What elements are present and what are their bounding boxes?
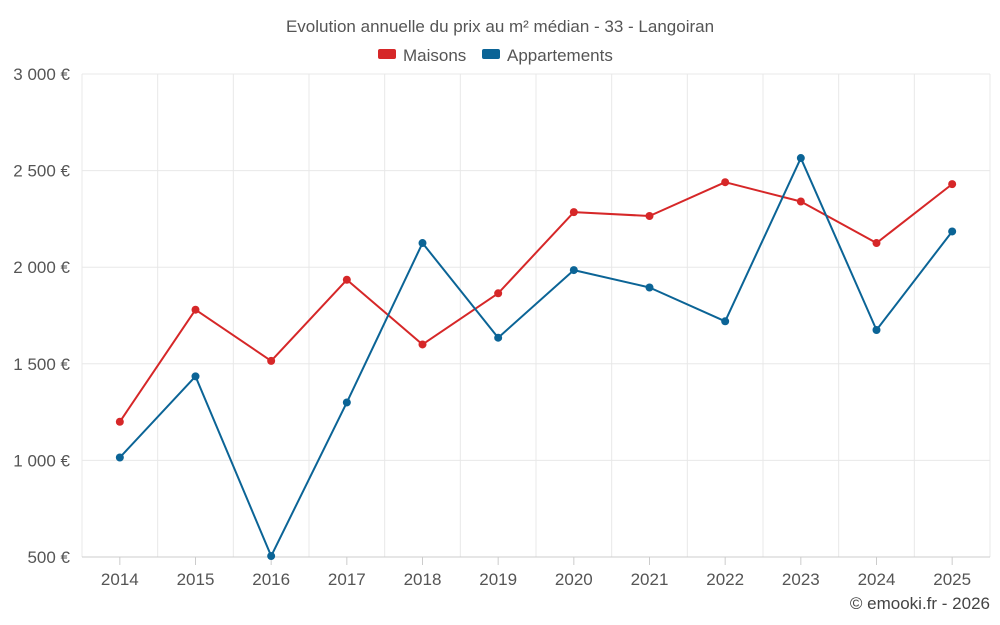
data-point-appartements[interactable] [872,325,881,334]
x-tick-label: 2014 [101,570,139,589]
y-tick-label: 2 000 € [13,258,70,277]
data-point-appartements[interactable] [721,317,730,326]
x-tick-label: 2025 [933,570,971,589]
data-point-maisons[interactable] [342,275,351,284]
x-tick-label: 2022 [706,570,744,589]
x-tick-label: 2021 [631,570,669,589]
data-point-appartements[interactable] [191,372,200,381]
x-tick-label: 2023 [782,570,820,589]
data-point-appartements[interactable] [267,552,276,561]
x-tick-label: 2015 [177,570,215,589]
series-line-maisons [119,181,953,423]
data-point-maisons[interactable] [569,208,578,217]
y-tick-label: 1 000 € [13,451,70,470]
grid [81,73,991,557]
x-tick-label: 2024 [858,570,896,589]
x-tick-label: 2016 [252,570,290,589]
y-tick-label: 500 € [27,548,70,567]
x-tick-label: 2020 [555,570,593,589]
x-tick-label: 2019 [479,570,517,589]
chart-title: Evolution annuelle du prix au m² médian … [286,17,714,36]
data-point-appartements[interactable] [948,227,957,236]
data-point-maisons[interactable] [267,356,276,365]
legend: Maisons Appartements [378,46,613,65]
x-tick-label: 2017 [328,570,366,589]
data-point-maisons[interactable] [418,340,427,349]
series [115,154,957,561]
legend-swatch-appartements [482,49,500,59]
data-point-maisons[interactable] [872,239,881,248]
data-point-maisons[interactable] [115,417,124,426]
data-point-appartements[interactable] [645,283,654,292]
data-point-appartements[interactable] [494,333,503,342]
legend-label-appartements[interactable]: Appartements [507,46,613,65]
series-line-appartements [119,157,953,558]
data-point-maisons[interactable] [796,197,805,206]
data-point-appartements[interactable] [569,266,578,275]
data-point-maisons[interactable] [191,305,200,314]
data-point-appartements[interactable] [796,154,805,163]
axes: 500 € 1 000 € 1 500 € 2 000 € 2 500 € 3 000 €… [13,65,990,589]
data-point-appartements[interactable] [342,398,351,407]
y-tick-label: 1 500 € [13,355,70,374]
y-tick-label: 3 000 € [13,65,70,84]
legend-label-maisons[interactable]: Maisons [403,46,466,65]
legend-swatch-maisons [378,49,396,59]
data-point-appartements[interactable] [115,453,124,462]
data-point-maisons[interactable] [494,289,503,298]
data-point-maisons[interactable] [721,178,730,187]
credit-text: © emooki.fr - 2026 [850,594,990,613]
data-point-maisons[interactable] [645,212,654,221]
x-tick-label: 2018 [404,570,442,589]
y-tick-label: 2 500 € [13,162,70,181]
data-point-appartements[interactable] [418,239,427,248]
data-point-maisons[interactable] [948,180,957,189]
